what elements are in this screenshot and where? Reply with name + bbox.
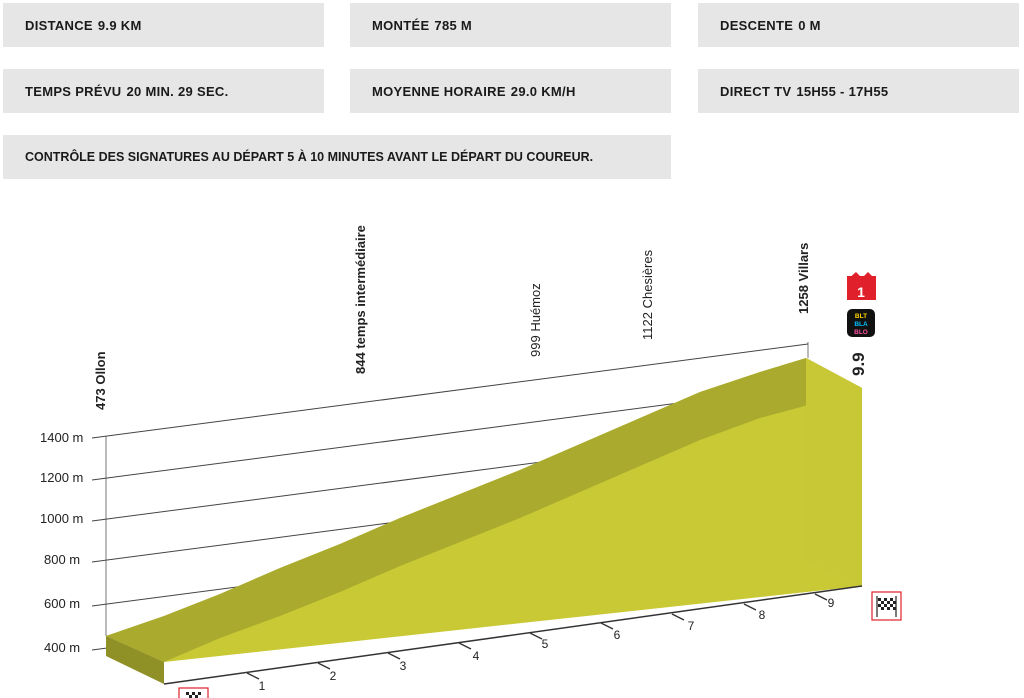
distance-value: 9.9 KM: [97, 17, 142, 33]
moyenne-label: MOYENNE HORAIRE: [372, 83, 506, 99]
descente-value: 0 M: [798, 17, 821, 33]
finish-flag-icon: [871, 591, 902, 621]
start-flag-icon: [178, 687, 209, 698]
km-label-9: 9: [828, 596, 835, 610]
km-label-7: 7: [688, 619, 695, 633]
info-controle-signatures: CONTRÔLE DES SIGNATURES AU DÉPART 5 À 10…: [3, 135, 671, 179]
km-tick-4: [458, 642, 472, 650]
profile-finish-face: [806, 358, 862, 586]
km-label-5: 5: [542, 637, 549, 651]
km-label-1: 1: [259, 679, 266, 693]
montee-value: 785 M: [434, 17, 473, 33]
info-direct-tv: DIRECT TV 15H55 - 17H55: [698, 69, 1019, 113]
km-tick-8: [743, 603, 757, 611]
y-label-1400: 1400 m: [40, 430, 83, 445]
km-tick-2: [317, 662, 331, 670]
km-label-6: 6: [614, 628, 621, 642]
sponsor-text-2: BLA: [854, 321, 868, 328]
km-markers: 1 2 3 4 5 6 7 8 9: [246, 593, 835, 693]
gridline-1400: [91, 343, 809, 439]
y-label-800: 800 m: [44, 552, 80, 567]
km-tick-1: [246, 672, 260, 680]
location-huemoz: 999 Huémoz: [528, 283, 543, 357]
finish-distance: 9.9: [849, 352, 868, 376]
km-tick-5: [529, 632, 543, 640]
temps-value: 20 MIN. 29 SEC.: [126, 83, 229, 99]
profile-baseline: [163, 585, 863, 685]
location-labels: 473 Ollon 844 temps intermédiaire 999 Hu…: [93, 225, 811, 410]
direct-value: 15H55 - 17H55: [796, 83, 889, 99]
info-moyenne-horaire: MOYENNE HORAIRE 29.0 KM/H: [350, 69, 671, 113]
direct-label: DIRECT TV: [720, 83, 792, 99]
info-descente: DESCENTE 0 M: [698, 3, 1019, 47]
y-axis-labels: 1400 m 1200 m 1000 m 800 m 600 m 400 m: [40, 430, 83, 655]
km-tick-3: [387, 652, 401, 660]
temps-label: TEMPS PRÉVU: [25, 83, 122, 99]
y-label-1200: 1200 m: [40, 470, 83, 485]
location-villars: 1258 Villars: [796, 243, 811, 314]
km-label-4: 4: [473, 649, 480, 663]
location-chesieres: 1122 Chesières: [640, 249, 655, 340]
climb-category-number: 1: [857, 284, 865, 300]
controle-text: CONTRÔLE DES SIGNATURES AU DÉPART 5 À 10…: [25, 150, 594, 164]
profile-top-surface: [106, 358, 862, 662]
sponsor-text-1: BLT: [855, 313, 867, 320]
sponsor-logo: BLT BLA BLO: [847, 309, 875, 337]
descente-label: DESCENTE: [720, 17, 794, 33]
sponsor-text-3: BLO: [854, 329, 868, 336]
km-label-2: 2: [330, 669, 337, 683]
location-ollon: 473 Ollon: [93, 351, 108, 410]
info-distance: DISTANCE 9.9 KM: [3, 3, 324, 47]
location-temps-intermediaire: 844 temps intermédiaire: [353, 225, 368, 374]
distance-label: DISTANCE: [25, 17, 93, 33]
climb-category-icon: 1: [847, 272, 876, 300]
km-label-8: 8: [759, 608, 766, 622]
y-label-600: 600 m: [44, 596, 80, 611]
profile-start-cap: [106, 636, 164, 684]
y-label-400: 400 m: [44, 640, 80, 655]
moyenne-value: 29.0 KM/H: [510, 83, 576, 99]
montee-label: MONTÉE: [372, 17, 430, 33]
info-montee: MONTÉE 785 M: [350, 3, 671, 47]
info-temps-prevu: TEMPS PRÉVU 20 MIN. 29 SEC.: [3, 69, 324, 113]
km-tick-7: [671, 613, 685, 621]
km-tick-6: [600, 622, 614, 630]
km-label-3: 3: [400, 659, 407, 673]
y-label-1000: 1000 m: [40, 511, 83, 526]
km-tick-9: [814, 593, 828, 601]
